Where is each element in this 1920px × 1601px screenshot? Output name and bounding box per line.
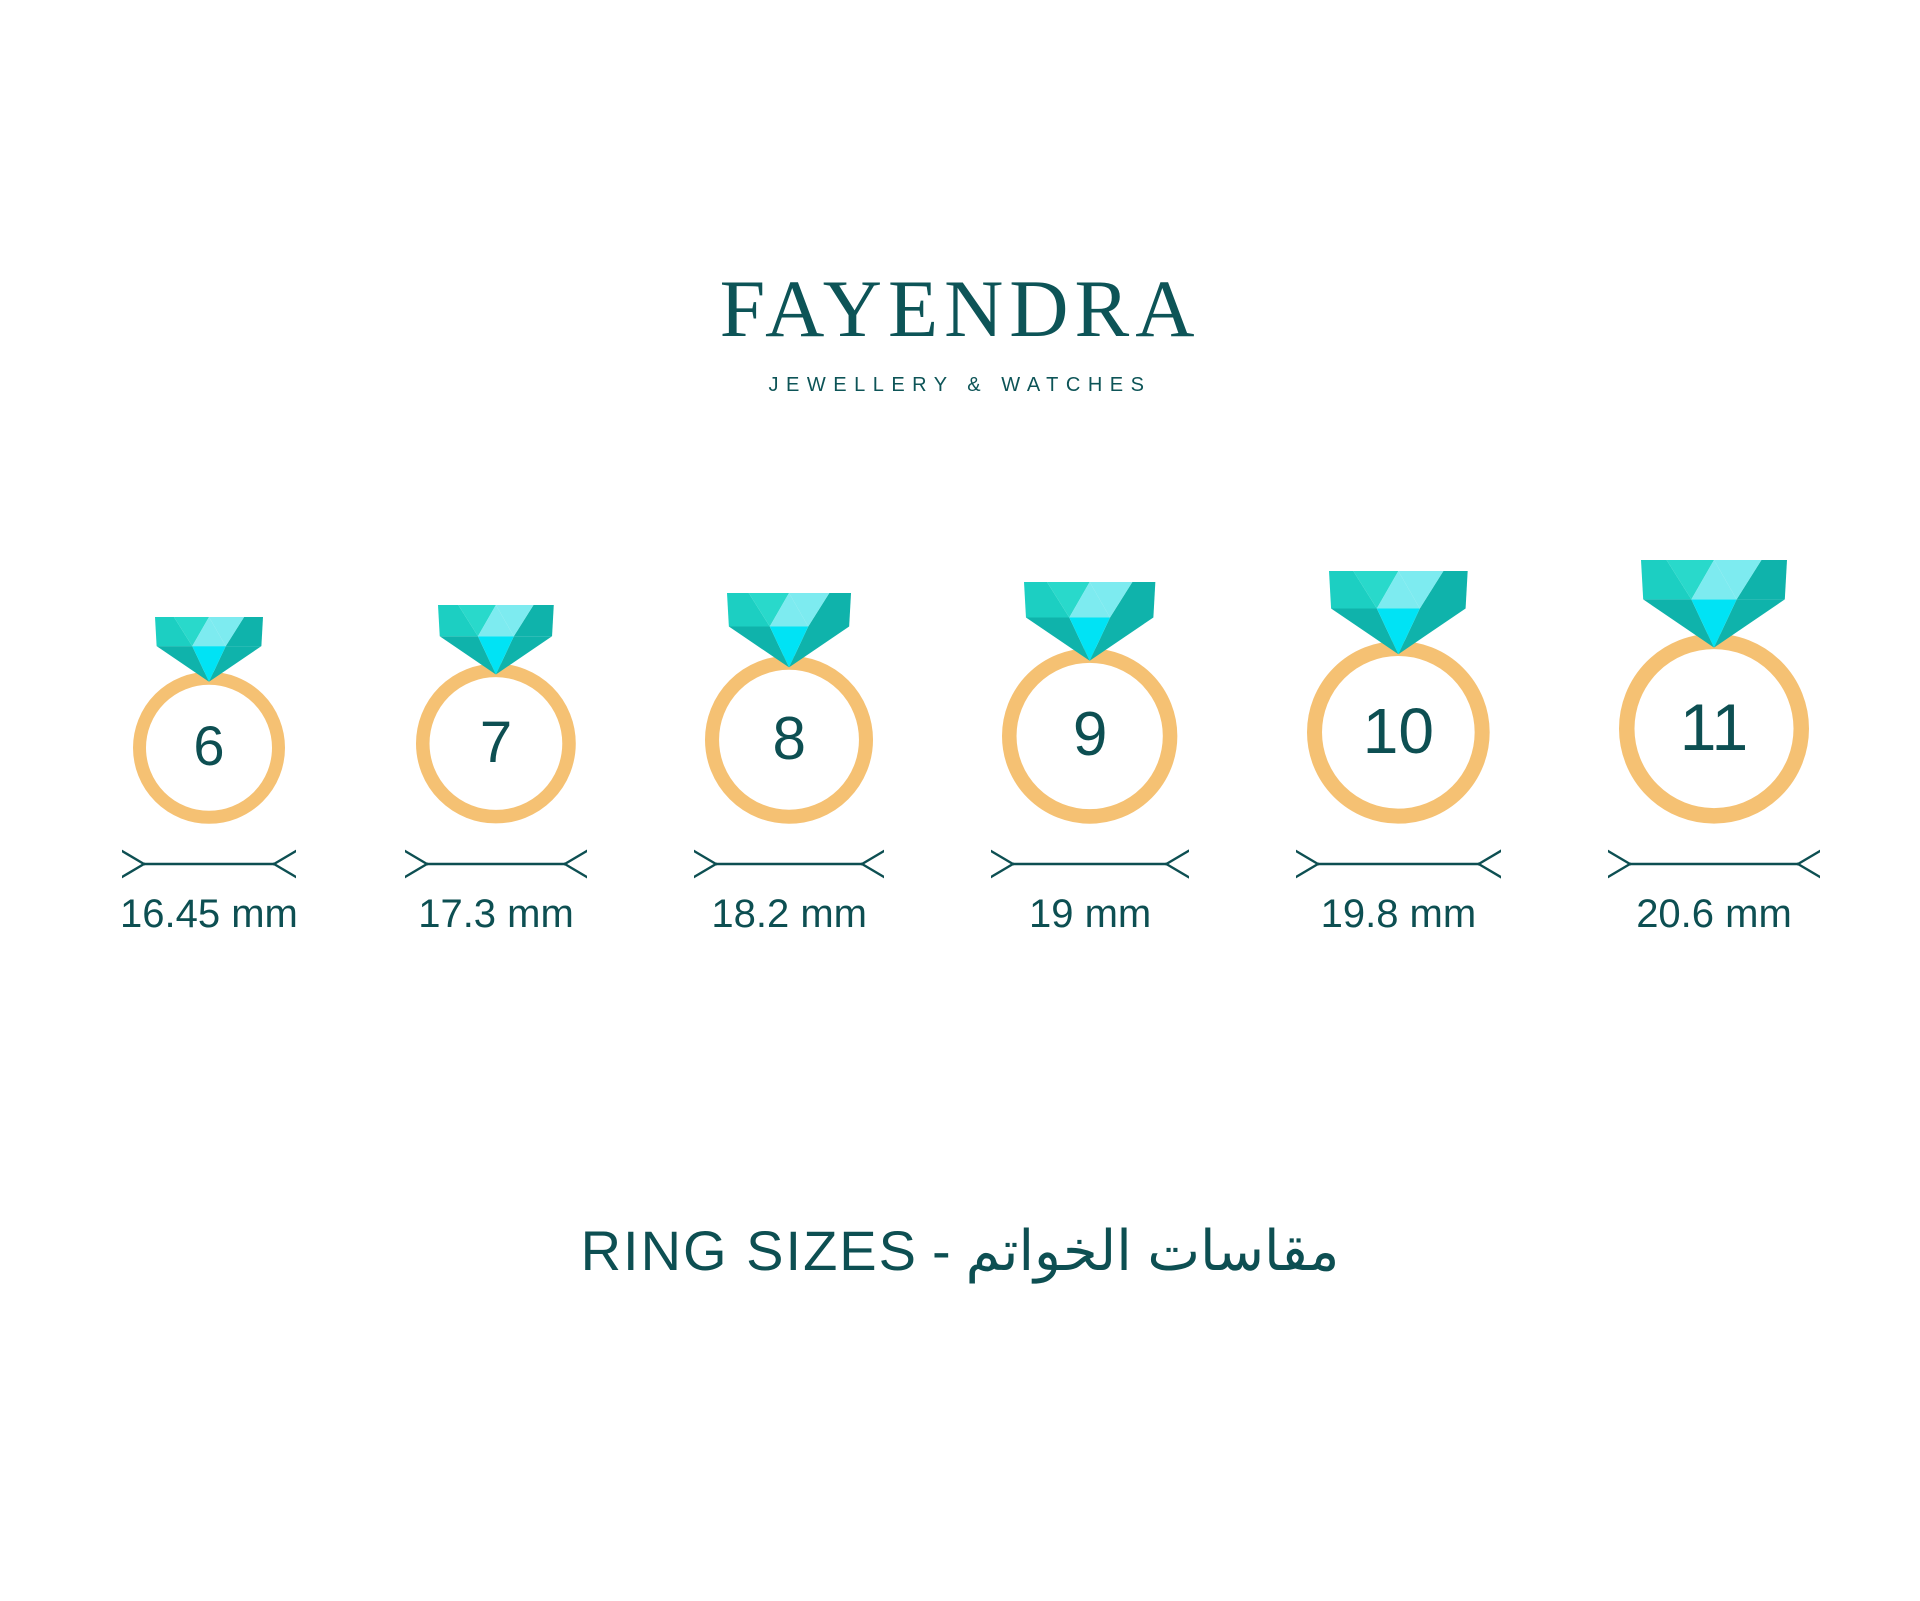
ring-size-row: 6 16.45 mm 7 17.3 mm 8 18.2 mm 9 19 mm 10 19.8 mm… <box>120 560 1820 937</box>
ring-illustration: 10 <box>1300 570 1497 824</box>
ring-with-gem-icon <box>416 605 576 824</box>
diamond-gem-icon <box>1024 581 1156 661</box>
brand-tagline: JEWELLERY & WATCHES <box>768 374 1152 396</box>
ring-band-icon <box>132 671 285 824</box>
diamond-gem-icon <box>154 616 263 682</box>
ring-with-gem-icon <box>1307 570 1490 824</box>
diamond-gem-icon <box>727 592 852 668</box>
diamond-gem-icon <box>1329 570 1468 655</box>
ring-with-gem-icon <box>1002 581 1178 824</box>
ring-with-gem-icon <box>705 592 874 824</box>
dimension-line-icon <box>694 849 885 878</box>
ring-illustration: 6 <box>126 616 292 824</box>
ring-size-item[interactable]: 10 19.8 mm <box>1296 570 1501 937</box>
ring-diameter-label: 16.45 mm <box>120 891 298 936</box>
ring-diameter-label: 19.8 mm <box>1320 891 1477 936</box>
ring-band-icon <box>1619 633 1809 824</box>
ring-diameter-label: 19 mm <box>1029 891 1152 936</box>
ring-diameter-label: 18.2 mm <box>711 891 867 936</box>
page-title-separator: - <box>931 1219 952 1282</box>
page-title-english: RING SIZES <box>580 1219 918 1282</box>
ring-with-gem-icon <box>132 616 285 824</box>
dimension-line-icon <box>1296 849 1501 878</box>
page-title-arabic: مقاسات الخواتم <box>965 1219 1340 1282</box>
ring-illustration: 9 <box>995 581 1184 824</box>
dimension-line-icon <box>991 849 1189 878</box>
dimension-line-icon <box>121 849 296 878</box>
brand-wordmark: FAYENDRA <box>719 263 1201 354</box>
dimension-line-icon <box>405 849 587 878</box>
ring-diameter-label: 17.3 mm <box>418 891 574 936</box>
ring-size-item[interactable]: 9 19 mm <box>991 581 1189 937</box>
ring-with-gem-icon <box>1619 560 1809 824</box>
ring-size-item[interactable]: 6 16.45 mm <box>120 616 298 937</box>
ring-size-item[interactable]: 7 17.3 mm <box>405 605 587 936</box>
ring-band-icon <box>705 655 874 824</box>
ring-band-icon <box>1307 640 1490 824</box>
dimension-line-icon <box>1608 849 1820 878</box>
ring-illustration: 11 <box>1612 560 1816 824</box>
page-title: RING SIZES - مقاسات الخواتم <box>0 1218 1920 1284</box>
ring-illustration: 7 <box>409 605 583 824</box>
ring-band-icon <box>416 663 576 824</box>
brand-logo: FAYENDRA JEWELLERY & WATCHES <box>0 268 1920 397</box>
ring-size-item[interactable]: 8 18.2 mm <box>694 592 885 937</box>
ring-size-item[interactable]: 11 20.6 mm <box>1608 560 1820 937</box>
ring-illustration: 8 <box>698 592 880 824</box>
ring-band-icon <box>1002 648 1178 824</box>
diamond-gem-icon <box>438 605 554 675</box>
ring-diameter-label: 20.6 mm <box>1636 891 1792 936</box>
diamond-gem-icon <box>1641 560 1787 648</box>
